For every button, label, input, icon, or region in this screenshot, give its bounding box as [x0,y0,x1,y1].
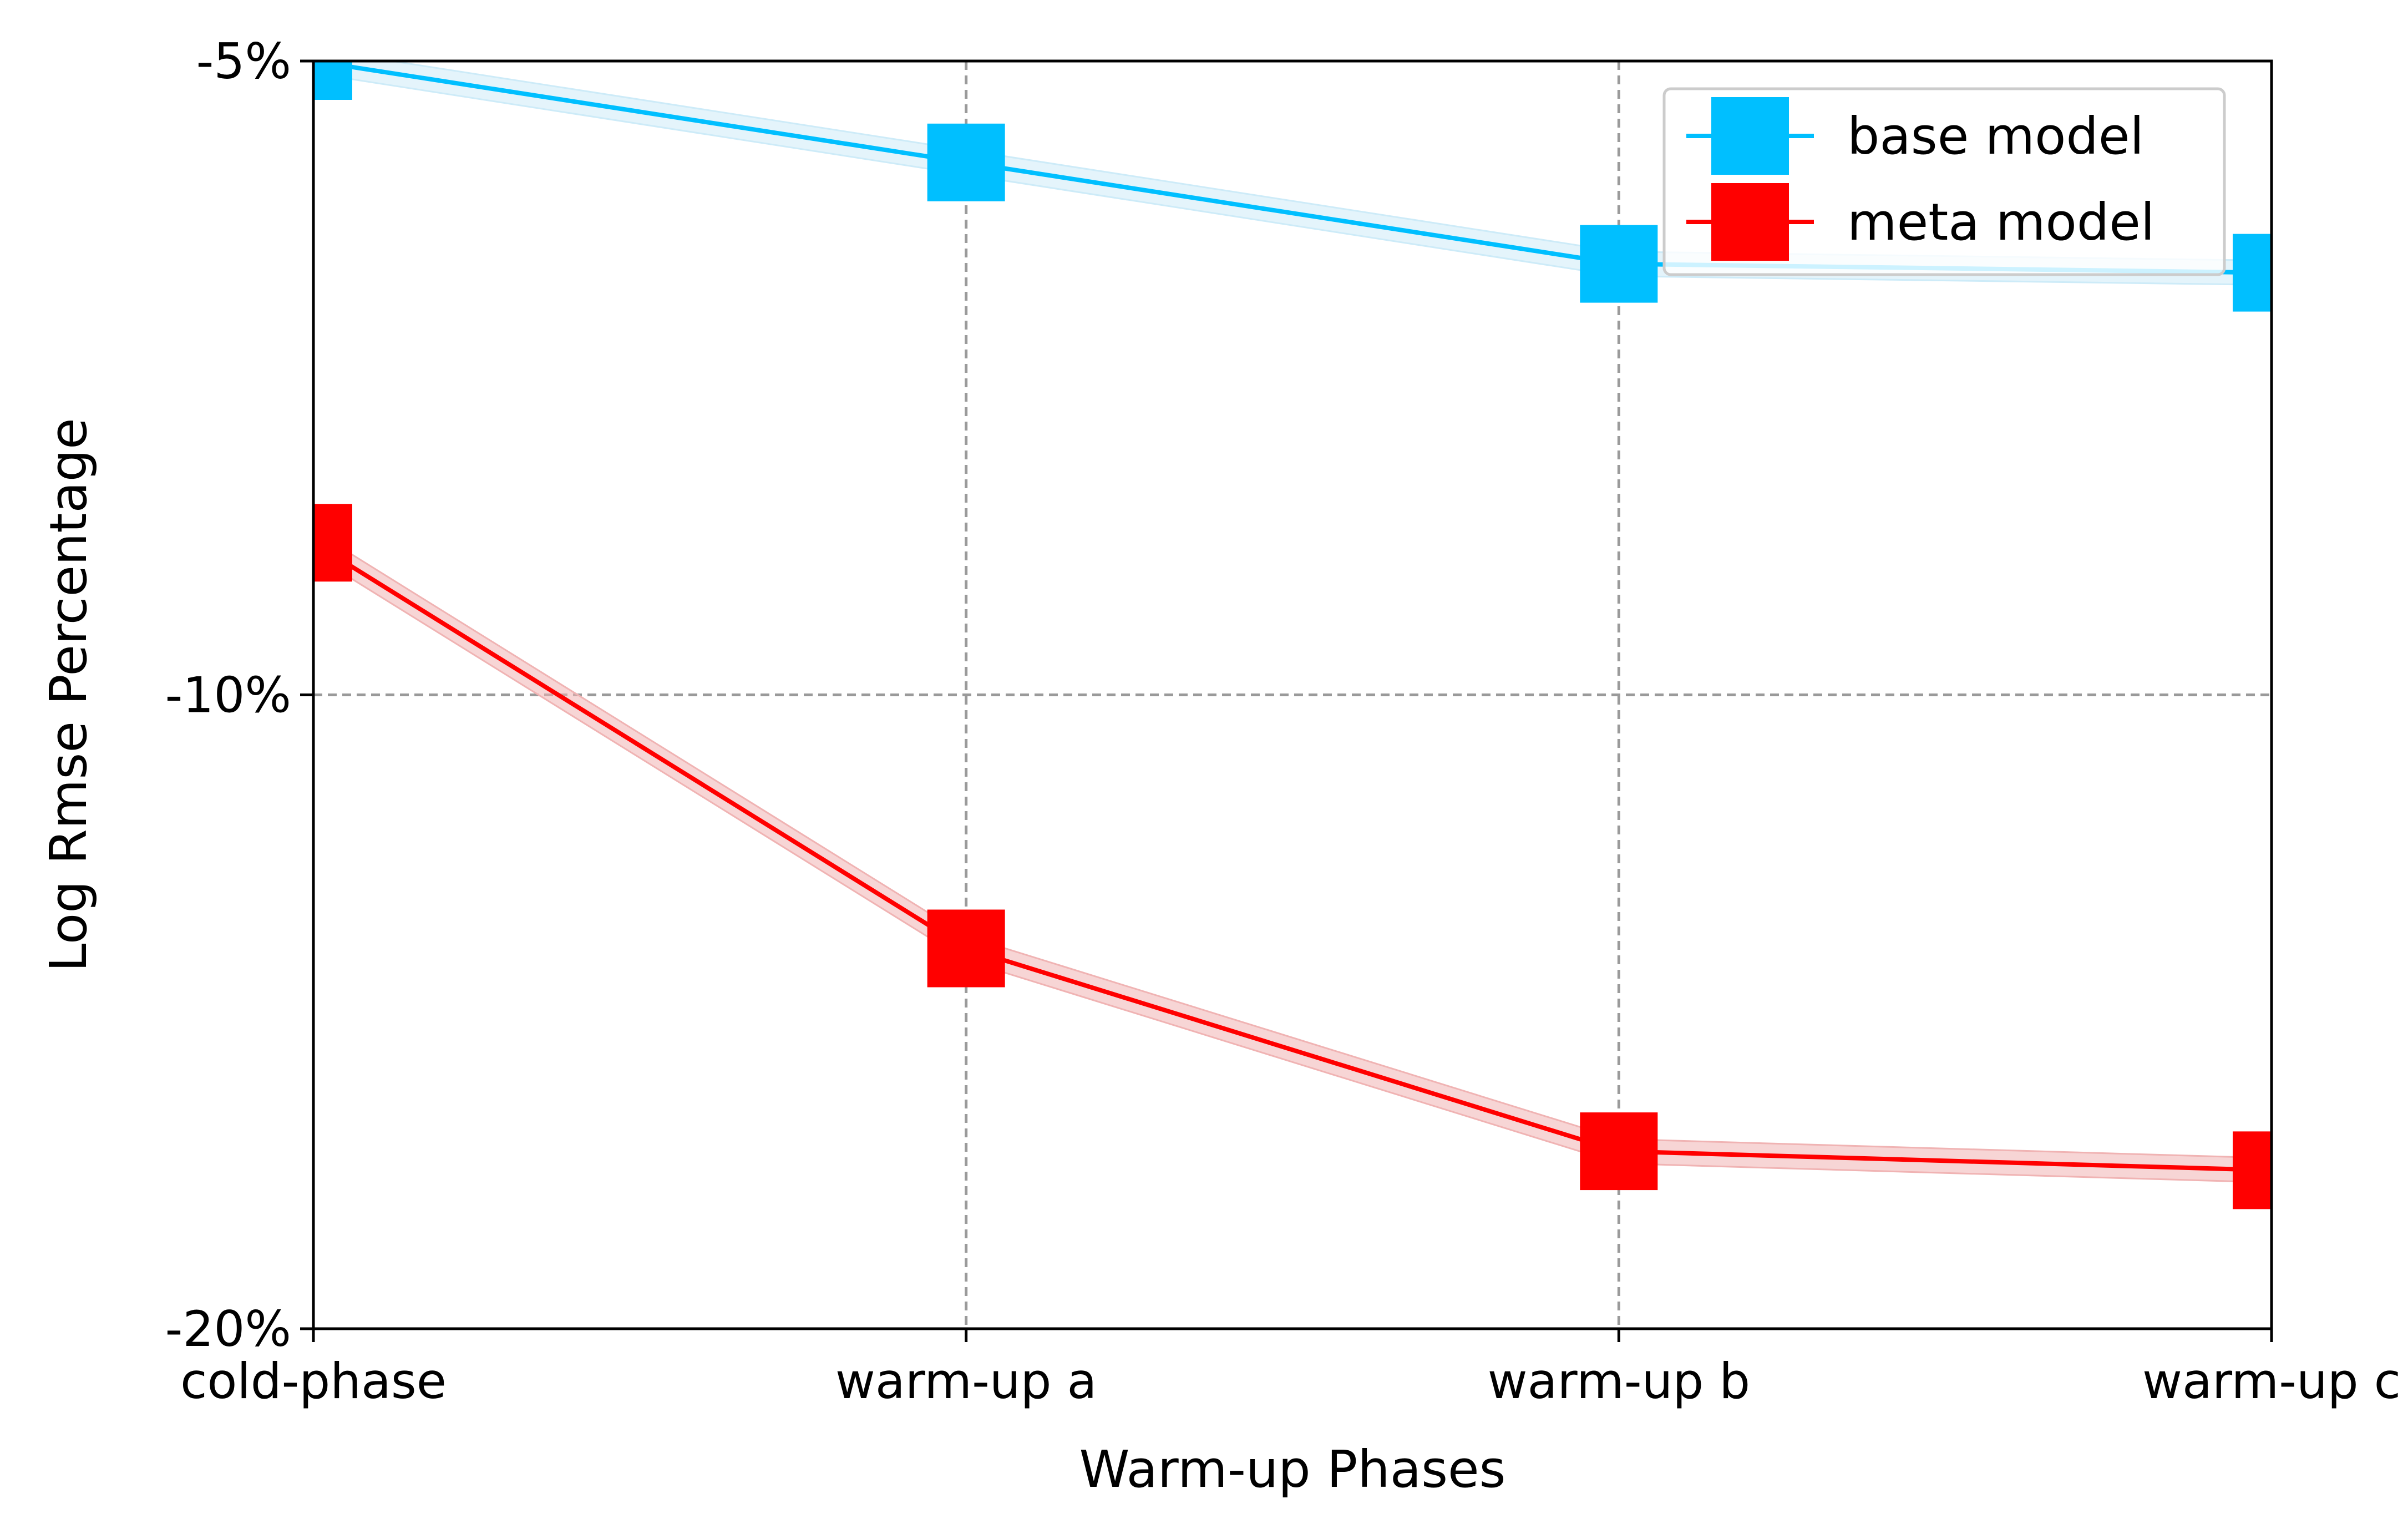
data-point-marker [313,61,352,100]
series-meta-model [313,504,2272,1209]
axes: cold-phase warm-up a warm-up b warm-up c -5%… [165,33,2401,1410]
legend-label: meta model [1847,193,2154,252]
y-tick-label: -10% [165,667,291,724]
data-point-marker [1580,225,1658,303]
x-tick-label: warm-up c [2142,1353,2401,1410]
data-point-marker [927,909,1005,988]
y-tick-label: -5% [196,33,291,90]
y-axis-title: Log Rmse Percentage [39,418,98,971]
legend-label: base model [1847,107,2144,166]
series-line [313,540,2272,1173]
x-tick-label: cold-phase [180,1353,447,1410]
data-point-marker [1580,1112,1658,1191]
x-axis-title: Warm-up Phases [1079,1440,1505,1499]
data-point-marker [927,123,1005,201]
legend-marker [1711,97,1789,175]
y-tick-label: -20% [165,1300,291,1358]
legend-marker [1711,183,1789,261]
x-tick-label: warm-up b [1488,1353,1750,1410]
legend-item-meta-model: meta model [1686,183,2154,261]
legend-items: base model meta model [1686,97,2154,261]
data-point-marker [2233,1131,2272,1209]
legend: base model meta model [1662,87,2226,276]
data-point-marker [2233,234,2272,312]
data-point-marker [313,504,352,582]
x-tick-label: warm-up a [835,1353,1097,1410]
legend-item-base-model: base model [1686,97,2144,175]
